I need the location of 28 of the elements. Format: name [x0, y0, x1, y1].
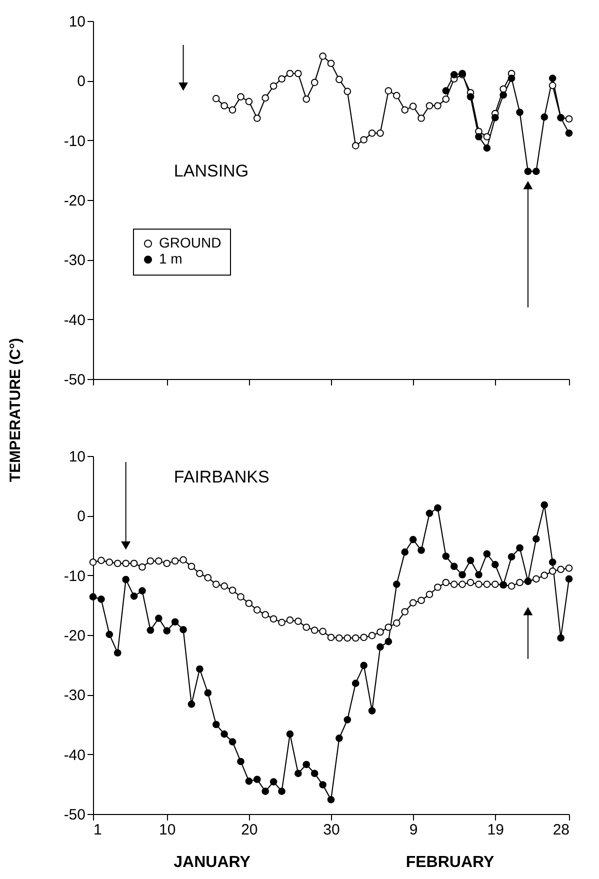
x-tick-label: 1 [94, 822, 102, 838]
x-tick-label: 10 [159, 822, 176, 838]
y-tick-label: 10 [68, 14, 86, 30]
y-tick-label: -40 [64, 312, 86, 329]
text: JANUARY [174, 854, 251, 871]
y-tick-label: -50 [64, 372, 86, 388]
y-tick-label: 0 [77, 508, 86, 526]
y-tick-label: -30 [64, 687, 86, 704]
x-tick-label: 30 [323, 822, 340, 838]
y-tick-label: 10 [68, 448, 86, 466]
text: LANSING [174, 161, 249, 180]
y-tick-label: -10 [64, 568, 86, 585]
x-tick-label: 9 [409, 822, 418, 838]
legend-label: GROUND [159, 234, 222, 251]
y-tick-label: -10 [64, 132, 86, 150]
y-tick-label: 0 [77, 73, 86, 90]
y-tick-label: -20 [64, 628, 86, 644]
x-tick-label: 20 [241, 822, 258, 838]
y-tick-label: -40 [64, 746, 86, 764]
x-tick-label: 19 [487, 822, 504, 838]
y-tick-label: -30 [64, 252, 86, 270]
y-tick-label: -50 [64, 806, 86, 824]
y-tick-label: -20 [64, 192, 86, 210]
x-tick-label: 28 [552, 822, 570, 838]
legend-label: 1 m [159, 250, 182, 267]
text: FEBRUARY [406, 854, 494, 871]
text: FAIRBANKS [174, 467, 270, 486]
y-axis-title: TEMPERATURE (C°) [7, 338, 24, 482]
